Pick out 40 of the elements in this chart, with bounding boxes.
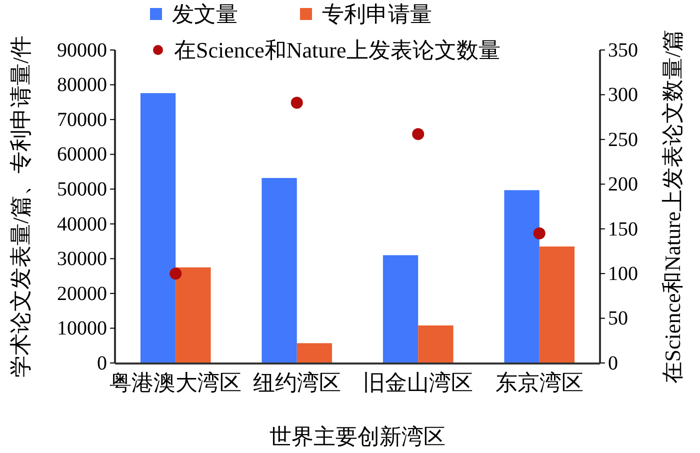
y-tick-label: 70000 xyxy=(57,108,107,131)
y-tick-label: 10000 xyxy=(57,318,107,340)
x-axis-title: 世界主要创新湾区 xyxy=(270,424,446,449)
y2-tick-label: 250 xyxy=(608,128,638,151)
point xyxy=(533,227,546,240)
y2-axis-title: 在Science和Nature上发表论文数量/篇 xyxy=(660,29,685,384)
y2-tick-label: 0 xyxy=(608,352,618,374)
bar xyxy=(382,255,418,363)
x-tick-label: 粤港澳大湾区 xyxy=(110,370,242,396)
y-tick-label: 60000 xyxy=(57,144,107,166)
legend-label: 专利申请量 xyxy=(322,2,432,27)
y-tick-label: 50000 xyxy=(57,178,107,201)
y-tick-label: 40000 xyxy=(57,213,107,236)
y-tick-label: 20000 xyxy=(57,282,107,305)
y2-tick-label: 300 xyxy=(608,84,638,106)
point xyxy=(290,96,303,109)
bar xyxy=(504,190,540,363)
y2-tick-label: 200 xyxy=(608,174,638,196)
x-tick-label: 东京湾区 xyxy=(495,370,584,396)
y-tick-label: 90000 xyxy=(57,39,107,62)
y2-tick-label: 100 xyxy=(608,262,638,285)
y-tick-label: 30000 xyxy=(57,248,107,270)
y2-tick-label: 350 xyxy=(608,39,638,62)
legend-label: 在Science和Nature上发表论文数量 xyxy=(174,38,500,63)
point xyxy=(170,268,182,280)
y-tick-label: 80000 xyxy=(57,74,107,96)
legend-label: 发文量 xyxy=(172,2,238,27)
bar xyxy=(140,93,176,363)
y-tick-label: 0 xyxy=(97,352,107,374)
y-axis-title: 学术论文发表量/篇、专利申请量/件 xyxy=(8,35,33,378)
bar xyxy=(539,246,575,363)
bar xyxy=(418,325,454,363)
x-tick-label: 旧金山湾区 xyxy=(363,370,474,396)
x-tick-label: 纽约湾区 xyxy=(252,370,341,396)
bar xyxy=(296,343,332,363)
y2-tick-label: 50 xyxy=(608,308,628,330)
bar xyxy=(262,178,297,363)
bar xyxy=(176,267,211,363)
point xyxy=(412,128,424,140)
y2-tick-label: 150 xyxy=(608,218,638,240)
